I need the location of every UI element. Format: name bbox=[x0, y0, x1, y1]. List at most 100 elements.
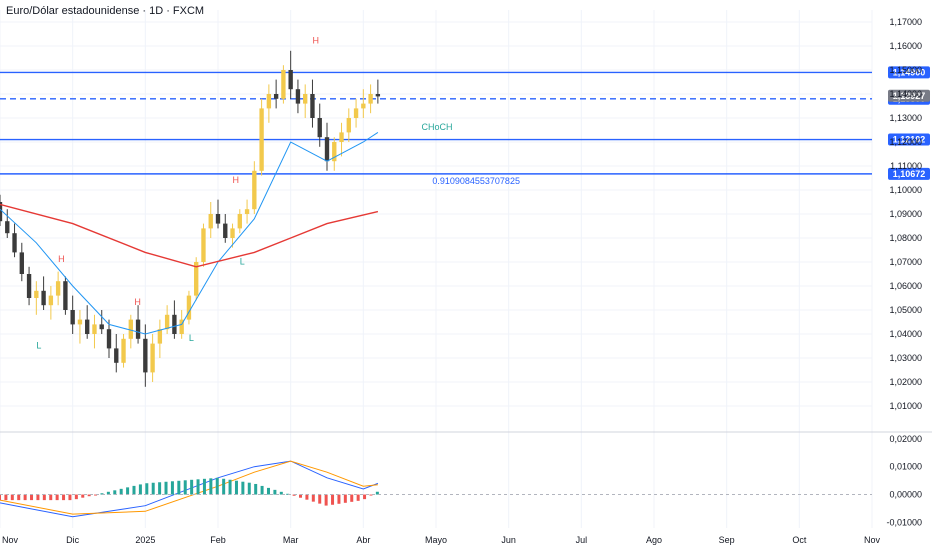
last-price-label: 1,13927 bbox=[893, 91, 926, 101]
candle-body-6 bbox=[41, 290, 46, 306]
candle-body-4 bbox=[26, 274, 32, 298]
macd-hist-bar-19 bbox=[119, 488, 123, 495]
macd-hist-bar-16 bbox=[100, 493, 104, 495]
candle-body-29 bbox=[208, 214, 213, 229]
macd-hist-bar-27 bbox=[170, 481, 174, 495]
candle-body-23 bbox=[164, 314, 170, 330]
macd-hist-bar-21 bbox=[132, 485, 136, 495]
macd-hist-bar-52 bbox=[331, 494, 335, 505]
candle-body-11 bbox=[77, 319, 83, 325]
candle-body-8 bbox=[55, 281, 61, 296]
x-tick-label-0: Nov bbox=[2, 535, 19, 545]
x-tick-label-5: Abr bbox=[356, 535, 370, 545]
macd-hist-bar-8 bbox=[49, 494, 53, 501]
x-tick-label-8: Jul bbox=[576, 535, 588, 545]
candle-body-9 bbox=[63, 281, 68, 310]
y-tick-label-13: 1,04000 bbox=[889, 329, 922, 339]
candle-body-34 bbox=[244, 209, 250, 214]
annotation-6: L bbox=[36, 340, 41, 350]
macd-hist-bar-10 bbox=[62, 494, 66, 501]
annotation-0: CHoCH bbox=[421, 122, 452, 132]
candle-body-20 bbox=[143, 338, 148, 373]
macd-hist-bar-58 bbox=[369, 494, 373, 496]
ema-slow-line bbox=[0, 203, 379, 268]
y-tick-label-2: 1,15000 bbox=[889, 65, 922, 75]
candle-body-36 bbox=[259, 108, 264, 171]
macd-hist-bar-24 bbox=[151, 482, 155, 495]
candle-body-49 bbox=[353, 108, 359, 118]
candle-body-24 bbox=[172, 314, 177, 334]
candle-body-51 bbox=[368, 94, 373, 104]
annotation-1: H bbox=[312, 36, 319, 46]
candle-body-37 bbox=[266, 94, 272, 109]
macd-hist-bar-32 bbox=[202, 478, 206, 495]
macd-hist-bar-23 bbox=[145, 483, 149, 495]
macd-hist-bar-56 bbox=[356, 494, 360, 501]
lines-layer bbox=[0, 131, 379, 518]
candle-body-21 bbox=[150, 343, 155, 373]
macd-hist-bar-51 bbox=[324, 494, 328, 506]
x-tick-label-12: Nov bbox=[864, 535, 881, 545]
macd-hist-bar-3 bbox=[17, 494, 21, 501]
macd-hist-bar-55 bbox=[350, 494, 354, 502]
chart-title: Euro/Dólar estadounidense · 1D · FXCM bbox=[6, 5, 204, 17]
y-tick-label-10: 1,07000 bbox=[889, 257, 922, 267]
candle-body-33 bbox=[237, 214, 242, 229]
macd-tick-label-3: -0,01000 bbox=[886, 517, 922, 527]
macd-hist-bar-45 bbox=[286, 493, 290, 495]
macd-hist-bar-1 bbox=[4, 494, 8, 501]
macd-tick-label-1: 0,01000 bbox=[889, 462, 922, 472]
macd-hist-bar-38 bbox=[241, 481, 245, 495]
macd-hist-bar-53 bbox=[337, 494, 341, 504]
candle-body-42 bbox=[303, 94, 308, 104]
y-tick-label-3: 1,14000 bbox=[889, 89, 922, 99]
x-tick-label-7: Jun bbox=[501, 535, 516, 545]
y-tick-label-6: 1,11000 bbox=[890, 161, 922, 171]
annotation-7: L bbox=[189, 333, 194, 343]
macd-hist-bar-14 bbox=[87, 494, 91, 497]
macd-hist-bar-30 bbox=[190, 479, 194, 495]
ema-fast-line bbox=[0, 131, 379, 335]
macd-layer bbox=[0, 477, 872, 506]
macd-hist-bar-59 bbox=[375, 491, 379, 495]
y-tick-label-0: 1,17000 bbox=[889, 17, 922, 27]
macd-hist-bar-54 bbox=[343, 494, 347, 503]
macd-hist-bar-20 bbox=[126, 487, 130, 495]
macd-hist-bar-57 bbox=[363, 494, 367, 500]
x-tick-label-3: Feb bbox=[210, 535, 226, 545]
annotation-2: H bbox=[233, 175, 240, 185]
macd-hist-bar-40 bbox=[254, 483, 258, 495]
candle-body-19 bbox=[135, 319, 141, 339]
level-tag-label-3: 1,10672 bbox=[893, 169, 926, 179]
candle-body-5 bbox=[34, 290, 39, 298]
macd-hist-bar-35 bbox=[222, 478, 226, 495]
level-tag-label-0: 1,14900 bbox=[893, 67, 926, 77]
candle-body-13 bbox=[92, 324, 97, 334]
candle-body-50 bbox=[361, 103, 366, 109]
candle-body-1 bbox=[5, 221, 10, 234]
candle-body-52 bbox=[375, 94, 381, 97]
signal-line bbox=[0, 460, 378, 515]
macd-hist-bar-17 bbox=[106, 491, 110, 495]
y-tick-label-5: 1,12000 bbox=[889, 137, 922, 147]
candle-body-35 bbox=[252, 170, 257, 210]
macd-hist-bar-43 bbox=[273, 489, 277, 495]
x-tick-label-2: 2025 bbox=[135, 535, 155, 545]
candle-body-39 bbox=[281, 70, 286, 99]
macd-hist-bar-12 bbox=[74, 494, 78, 500]
y-tick-label-12: 1,05000 bbox=[889, 305, 922, 315]
macd-hist-bar-2 bbox=[10, 494, 14, 501]
candle-body-27 bbox=[194, 262, 199, 296]
level-tag-3 bbox=[888, 167, 930, 180]
macd-hist-bar-26 bbox=[164, 481, 168, 495]
annotation-8: 0.9109084553707825 bbox=[432, 176, 520, 186]
macd-hist-bar-44 bbox=[279, 491, 283, 495]
candle-body-2 bbox=[12, 233, 17, 253]
candle-body-0 bbox=[0, 202, 3, 222]
y-tick-label-4: 1,13000 bbox=[889, 113, 922, 123]
candle-body-28 bbox=[201, 228, 206, 262]
candle-body-14 bbox=[99, 324, 104, 330]
